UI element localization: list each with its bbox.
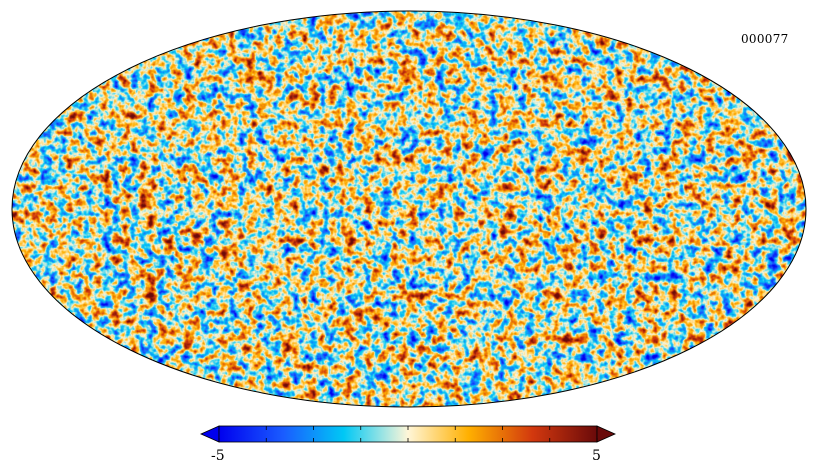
colorbar-ticks bbox=[218, 426, 598, 442]
map-identifier-label: 000077 bbox=[741, 32, 789, 46]
sky-map-image bbox=[12, 11, 806, 407]
colorbar-max-label: 5 bbox=[592, 448, 601, 464]
colorbar-max-extend-arrow bbox=[596, 425, 616, 443]
mollweide-sky-map bbox=[11, 10, 807, 408]
colorbar bbox=[200, 425, 616, 443]
colorbar-min-label: -5 bbox=[211, 448, 225, 464]
colorbar-min-extend-arrow bbox=[200, 425, 220, 443]
map-outline bbox=[11, 10, 807, 408]
